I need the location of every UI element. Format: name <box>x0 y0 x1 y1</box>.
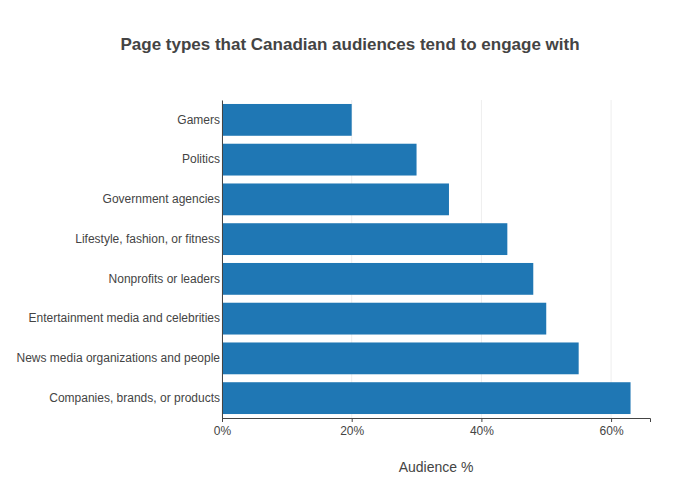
x-tick: 20% <box>340 418 364 438</box>
bar <box>222 382 631 414</box>
x-tick-label: 60% <box>600 424 624 438</box>
y-tick: Government agencies <box>103 192 222 206</box>
y-axis: Gamers Politics Government agencies Lifesty… <box>17 101 223 419</box>
chart: 0% 20% 40% 60% Gamers Politics Government agen… <box>0 0 700 500</box>
x-axis: 0% 20% 40% 60% <box>214 418 651 438</box>
y-tick-label: Government agencies <box>103 192 220 206</box>
title: Page types that Canadian audiences tend … <box>120 35 579 54</box>
y-tick: Companies, brands, or products <box>49 391 222 405</box>
y-tick: Nonprofits or leaders <box>109 272 222 286</box>
x-tick-label: 40% <box>470 424 494 438</box>
x-tick: 60% <box>600 418 624 438</box>
bar <box>222 183 449 215</box>
y-tick-label: Entertainment media and celebrities <box>29 311 220 325</box>
x-tick-mark <box>481 418 482 422</box>
y-tick: Gamers <box>177 113 222 127</box>
bar <box>222 342 579 374</box>
y-tick-label: Nonprofits or leaders <box>109 272 220 286</box>
y-tick-label: Gamers <box>177 113 220 127</box>
x-tick-label: 0% <box>214 424 232 438</box>
grid-line <box>222 100 223 418</box>
grid-line <box>611 100 612 418</box>
x-tick-label: 20% <box>340 424 364 438</box>
y-tick: News media organizations and people <box>17 351 222 365</box>
plot-area: 0% 20% 40% 60% Gamers Politics Government agen… <box>17 100 651 438</box>
y-tick: Lifestyle, fashion, or fitness <box>75 232 222 246</box>
bar <box>222 303 546 335</box>
bar <box>222 223 507 255</box>
x-tick-mark <box>222 418 223 422</box>
y-tick-label: Lifestyle, fashion, or fitness <box>75 232 220 246</box>
y-tick: Entertainment media and celebrities <box>29 311 222 325</box>
x-axis-title: Audience % <box>399 459 474 475</box>
y-axis-line <box>222 101 223 419</box>
x-tick-mark <box>352 418 353 422</box>
y-tick-label: News media organizations and people <box>17 351 221 365</box>
x-axis-line <box>223 419 651 423</box>
bar <box>222 263 533 295</box>
bar <box>222 104 352 136</box>
grid <box>222 100 611 418</box>
x-tick-mark <box>611 418 612 422</box>
bar <box>222 144 417 176</box>
x-tick: 0% <box>214 418 232 438</box>
y-tick-label: Politics <box>182 152 220 166</box>
bars <box>222 104 631 414</box>
y-tick: Politics <box>182 152 222 166</box>
y-tick-label: Companies, brands, or products <box>49 391 220 405</box>
x-tick: 40% <box>470 418 494 438</box>
